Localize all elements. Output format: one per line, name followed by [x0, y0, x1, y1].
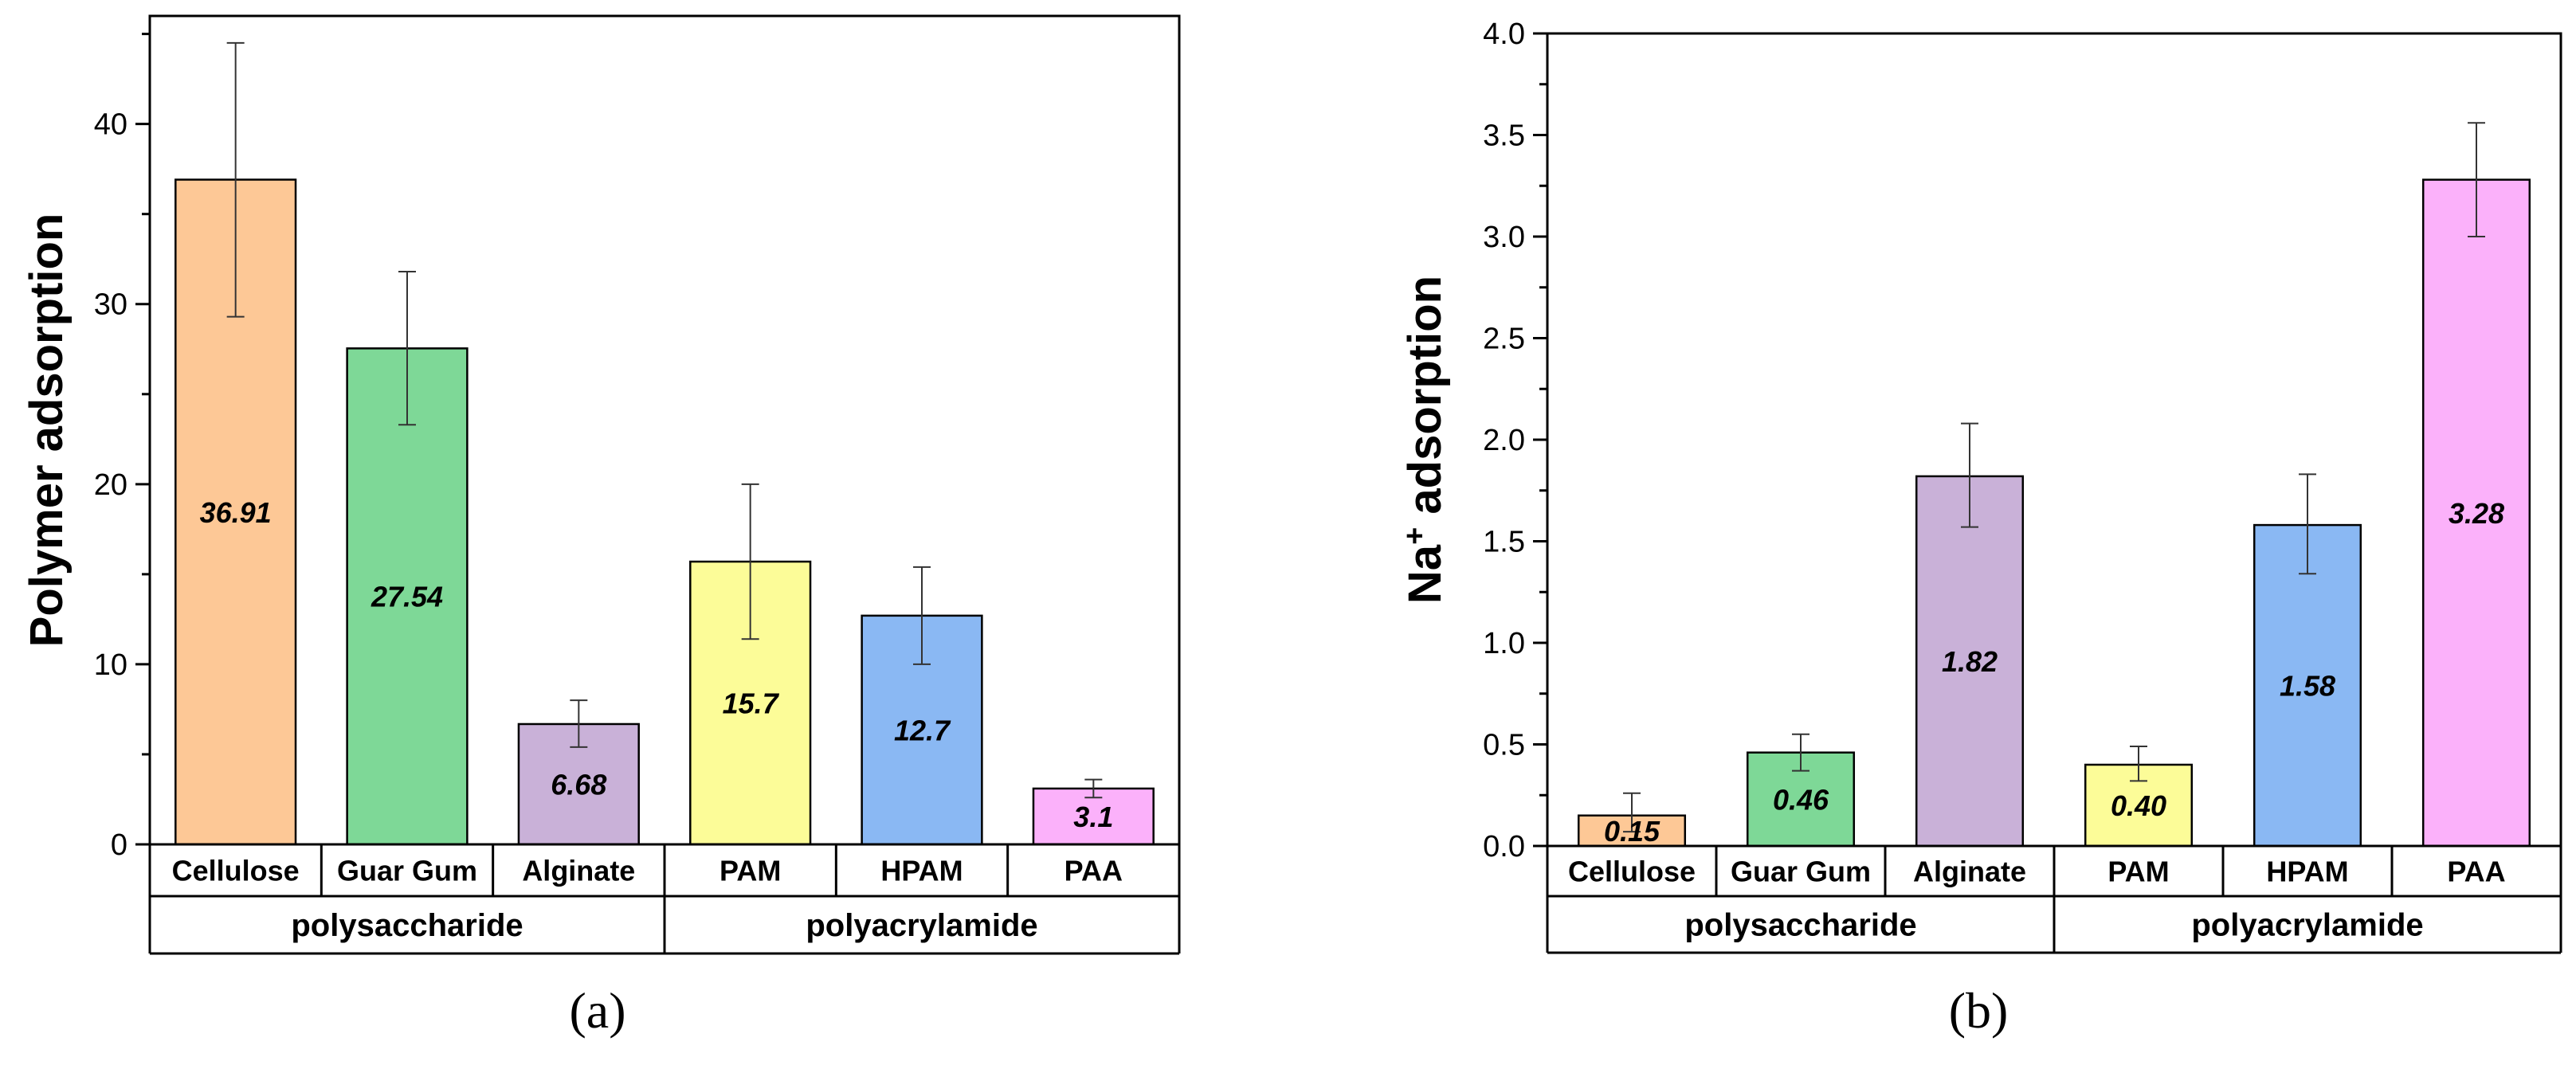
category-label: Cellulose — [172, 855, 300, 887]
data-label: 3.28 — [2449, 497, 2504, 530]
chart-panel-b: 0.15 0.46 1.82 0.40 1.58 3.28 0.0 0.5 1.0 1.5 2.0 2… — [1398, 18, 2562, 1039]
y-tick-label: 1.5 — [1483, 526, 1525, 559]
category-label: HPAM — [2266, 856, 2348, 888]
category-label: PAA — [1065, 855, 1123, 887]
category-label: PAM — [719, 855, 781, 887]
y-axis-label: Polymer adsorption — [21, 213, 73, 648]
data-label: 36.91 — [200, 496, 272, 529]
y-tick-label: 40 — [94, 108, 127, 142]
y-tick-label: 1.0 — [1483, 627, 1525, 660]
y-tick-label: 3.5 — [1483, 119, 1525, 153]
y-tick-label: 2.0 — [1483, 424, 1525, 457]
category-label: HPAM — [880, 855, 963, 887]
panel-label: (a) — [569, 982, 625, 1039]
y-axis-label-rest: adsorption — [1399, 276, 1451, 527]
plot-frame — [148, 14, 1181, 846]
data-label: 1.82 — [1942, 645, 1998, 678]
group-label: polyacrylamide — [2191, 908, 2423, 943]
y-axis-label-superscript: + — [1398, 527, 1432, 545]
y-tick-label: 20 — [94, 468, 127, 502]
category-label: Alginate — [522, 855, 635, 887]
category-label: Guar Gum — [1731, 856, 1871, 888]
category-label: Alginate — [1913, 856, 2026, 888]
data-label: 0.46 — [1773, 783, 1829, 816]
data-label: 12.7 — [894, 714, 951, 746]
bar-guar-gum — [346, 347, 469, 846]
data-label: 27.54 — [371, 581, 443, 613]
bar-paa — [2421, 178, 2531, 848]
category-label: Guar Gum — [337, 855, 477, 887]
category-label: PAA — [2447, 856, 2505, 888]
category-label: Cellulose — [1568, 856, 1696, 888]
chart-panel-a: 36.91 27.54 6.68 15.7 12.7 3.1 0 10 20 30 40 Cellul… — [21, 14, 1181, 1039]
data-label: 1.58 — [2280, 670, 2335, 703]
y-tick-label: 30 — [94, 288, 127, 322]
y-tick-label: 2.5 — [1483, 323, 1525, 356]
y-tick-label: 4.0 — [1483, 18, 1525, 51]
group-label: polysaccharide — [1684, 908, 1916, 943]
data-label: 15.7 — [723, 687, 780, 720]
group-label: polyacrylamide — [806, 908, 1037, 943]
category-label: PAM — [2107, 856, 2169, 888]
y-tick-label: 3.0 — [1483, 221, 1525, 254]
data-label: 3.1 — [1073, 801, 1113, 833]
data-label: 0.40 — [2111, 789, 2166, 822]
panel-label: (b) — [1949, 982, 2009, 1039]
y-tick-label: 0 — [111, 828, 127, 862]
plot-frame — [1546, 32, 2562, 848]
data-label: 0.15 — [1604, 815, 1660, 848]
y-tick-label: 10 — [94, 648, 127, 682]
bar-hpam — [2253, 523, 2362, 848]
y-tick-label: 0.0 — [1483, 830, 1525, 863]
group-label: polysaccharide — [291, 908, 523, 943]
y-axis-label-main: Na — [1399, 544, 1451, 604]
y-tick-label: 0.5 — [1483, 729, 1525, 762]
y-axis-label: Na+ adsorption — [1398, 276, 1451, 604]
data-label: 6.68 — [551, 768, 606, 801]
